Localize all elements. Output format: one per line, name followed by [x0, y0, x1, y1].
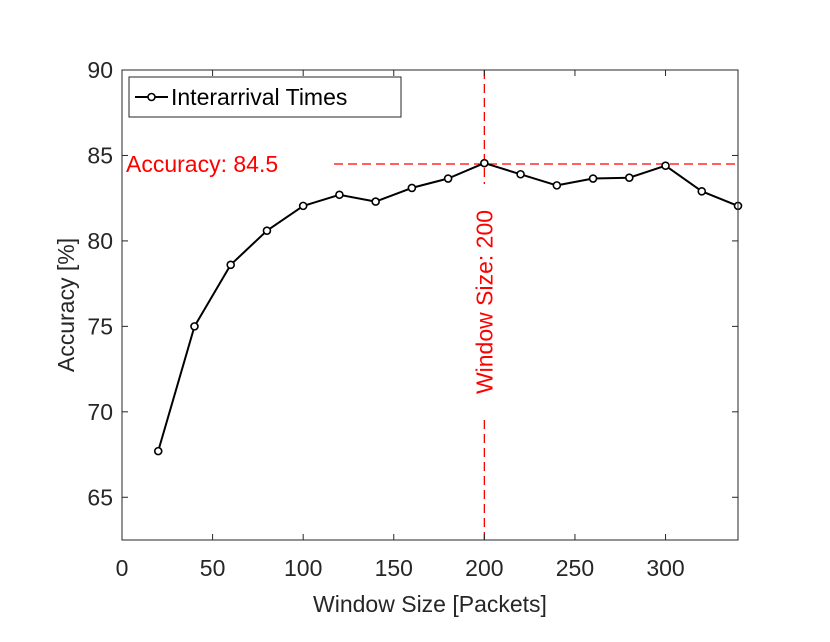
plot-area — [122, 70, 738, 540]
x-tick-label: 150 — [375, 555, 413, 581]
data-point — [190, 322, 199, 331]
data-point — [588, 174, 598, 183]
accuracy-annotation-label: Accuracy: 84.5 — [126, 151, 278, 177]
y-tick-label: 75 — [87, 313, 113, 339]
y-axis-title: Accuracy [%] — [53, 238, 79, 372]
x-axis: 0 50 100 150 200 250 300 — [116, 70, 685, 581]
data-point — [624, 173, 634, 182]
x-axis-title: Window Size [Packets] — [313, 591, 547, 617]
legend: Interarrival Times — [128, 76, 402, 118]
data-point — [697, 187, 707, 196]
y-tick-label: 65 — [87, 484, 113, 510]
data-point — [371, 197, 380, 206]
x-tick-label: 200 — [465, 555, 503, 581]
data-point — [661, 161, 670, 171]
x-tick-label: 50 — [200, 555, 226, 581]
x-tick-label: 250 — [556, 555, 594, 581]
y-tick-label: 85 — [87, 142, 113, 168]
y-tick-label: 80 — [87, 228, 113, 254]
data-point — [552, 181, 562, 190]
window-size-label-background — [469, 184, 500, 420]
data-point — [443, 174, 453, 183]
legend-box — [128, 76, 402, 118]
data-point — [153, 446, 163, 456]
data-point — [516, 169, 525, 179]
y-tick-label: 70 — [87, 399, 113, 425]
series-layer — [153, 158, 743, 456]
data-point — [480, 158, 489, 168]
y-axis: 65 70 75 80 85 90 — [87, 57, 738, 510]
window-size-annotation-label: Window Size: 200 — [471, 210, 497, 394]
legend-marker-sample — [147, 92, 156, 102]
data-point — [335, 190, 344, 200]
y-tick-label: 90 — [87, 57, 113, 83]
data-point — [298, 201, 308, 211]
data-point — [226, 260, 236, 270]
data-point — [407, 183, 417, 193]
x-tick-label: 100 — [284, 555, 322, 581]
plot-frame — [121, 69, 739, 541]
data-point — [262, 226, 272, 235]
x-tick-label: 300 — [646, 555, 684, 581]
annotation-layer: Accuracy: 84.5 Window Size: 200 — [126, 70, 738, 540]
x-tick-label: 0 — [116, 555, 129, 581]
legend-label: Interarrival Times — [171, 84, 347, 110]
